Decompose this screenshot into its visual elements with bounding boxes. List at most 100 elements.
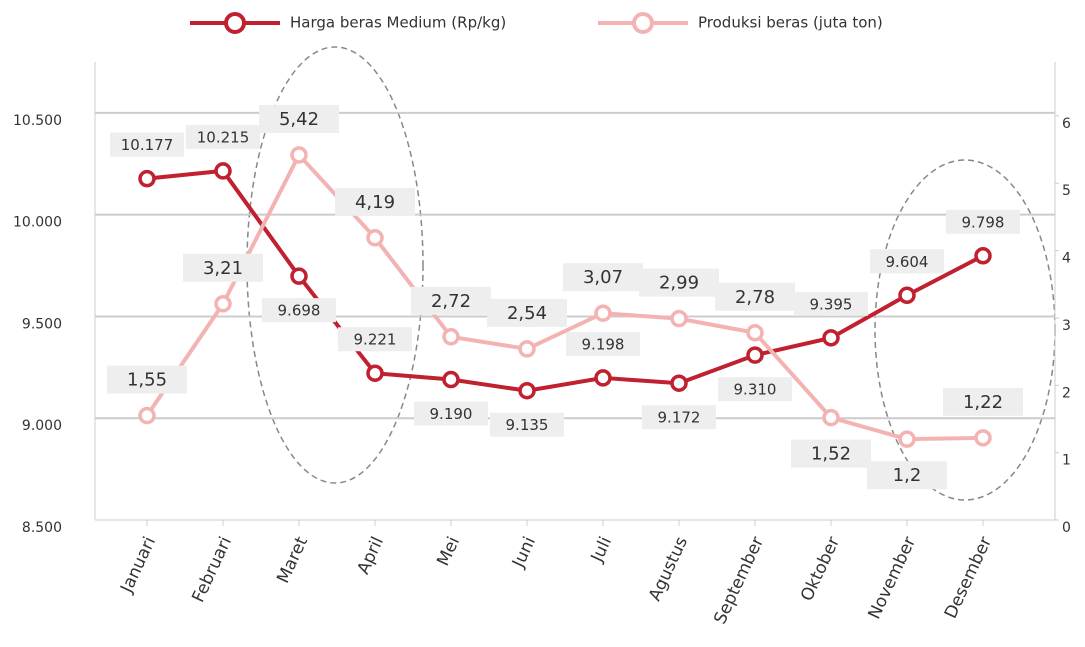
data-label-box: 4,19 xyxy=(335,187,415,216)
data-label-box: 9.604 xyxy=(870,249,944,274)
label-pointer xyxy=(293,124,305,133)
point xyxy=(442,328,460,346)
y2-tick-label: 2 xyxy=(1062,385,1071,401)
x-tick-label: September xyxy=(710,534,768,628)
point xyxy=(822,408,840,427)
y-tick-label: 8.500 xyxy=(22,520,62,536)
point xyxy=(898,430,916,448)
point xyxy=(746,346,764,364)
data-label: 9.190 xyxy=(430,405,473,423)
data-label-box: 9.172 xyxy=(642,405,716,430)
data-label-box: 10.215 xyxy=(186,124,260,149)
y2-tick-label: 4 xyxy=(1062,251,1071,267)
y-tick-label: 9.000 xyxy=(22,418,62,434)
data-label: 1,2 xyxy=(893,465,922,486)
y2-tick-label: 6 xyxy=(1062,116,1071,132)
label-pointer xyxy=(369,207,381,216)
label-pointer xyxy=(749,377,761,386)
data-label-box: 2,54 xyxy=(487,298,567,327)
label-pointer xyxy=(825,439,837,448)
data-label-box: 2,72 xyxy=(411,286,491,315)
label-pointer xyxy=(445,306,457,315)
data-label-box: 9.135 xyxy=(490,412,564,437)
point xyxy=(518,381,536,400)
y-tick-label: 9.500 xyxy=(22,316,62,332)
data-label: 9.604 xyxy=(886,253,929,271)
label-pointer xyxy=(749,302,761,311)
x-tick-label: April xyxy=(354,534,389,578)
y-tick-label: 10.000 xyxy=(13,215,62,231)
data-label-box: 9.395 xyxy=(794,291,868,316)
y2-tick-label: 3 xyxy=(1062,318,1071,334)
data-label-box: 10.177 xyxy=(110,132,184,157)
data-label: 2,72 xyxy=(431,291,471,312)
point xyxy=(974,247,992,265)
point xyxy=(746,324,764,342)
data-label-box: 2,78 xyxy=(715,282,795,311)
x-tick-label: Oktober xyxy=(797,534,844,605)
label-pointer xyxy=(901,461,913,470)
legend-marker xyxy=(224,12,246,34)
point xyxy=(138,169,156,188)
data-label: 4,19 xyxy=(355,192,395,213)
data-label: 1,22 xyxy=(963,392,1003,413)
data-label: 9.310 xyxy=(734,381,777,399)
data-label-box: 3,21 xyxy=(183,253,263,282)
data-label-box: 9.798 xyxy=(946,209,1020,234)
label-pointer xyxy=(141,148,153,157)
point xyxy=(442,370,460,389)
x-tick-label: November xyxy=(865,534,921,623)
label-pointer xyxy=(825,307,837,316)
data-label-box: 9.190 xyxy=(414,401,488,426)
y2-tick-label: 1 xyxy=(1062,453,1071,469)
label-pointer xyxy=(521,318,533,327)
label-pointer xyxy=(673,405,685,414)
x-tick-label: Juli xyxy=(587,534,616,566)
x-tick-label: Januari xyxy=(117,534,161,597)
label-pointer xyxy=(977,225,989,234)
label-pointer xyxy=(369,343,381,352)
data-label: 9.198 xyxy=(582,335,625,353)
label-pointer xyxy=(521,412,533,421)
data-label: 9.221 xyxy=(354,331,397,349)
data-label-box: 9.221 xyxy=(338,327,412,352)
data-label-box: 9.198 xyxy=(566,331,640,356)
data-label-box: 1,2 xyxy=(867,461,947,490)
x-tick-label: Desember xyxy=(941,534,996,622)
label-pointer xyxy=(597,283,609,292)
point xyxy=(594,369,612,387)
label-pointer xyxy=(597,347,609,356)
data-label: 10.177 xyxy=(121,136,174,154)
x-tick-label: Agustus xyxy=(645,534,692,605)
data-label-box: 1,22 xyxy=(943,387,1023,416)
x-tick-label: Mei xyxy=(433,534,464,570)
data-label: 2,54 xyxy=(507,303,547,324)
point xyxy=(290,267,308,285)
data-label: 5,42 xyxy=(279,109,319,130)
point xyxy=(518,340,536,358)
point xyxy=(974,429,992,447)
data-label: 9.135 xyxy=(506,416,549,434)
data-label-box: 5,42 xyxy=(259,104,339,133)
legend-label: Harga beras Medium (Rp/kg) xyxy=(290,14,506,32)
label-pointer xyxy=(901,265,913,274)
y-tick-label: 10.500 xyxy=(13,113,62,129)
data-label-box: 9.310 xyxy=(718,377,792,402)
point xyxy=(594,304,612,322)
x-tick-label: Februari xyxy=(188,534,236,606)
data-label: 10.215 xyxy=(197,128,250,146)
data-label: 9.798 xyxy=(962,213,1005,231)
point xyxy=(822,329,840,347)
data-label: 9.172 xyxy=(658,409,701,427)
point xyxy=(670,309,688,328)
point xyxy=(214,295,232,313)
x-tick-label: Juni xyxy=(508,534,540,572)
series-line xyxy=(145,151,984,442)
data-label-box: 1,52 xyxy=(791,439,871,468)
label-pointer xyxy=(217,273,229,282)
label-pointer xyxy=(977,407,989,416)
label-pointer xyxy=(217,140,229,149)
data-label-box: 2,99 xyxy=(639,268,719,297)
point xyxy=(366,364,384,382)
